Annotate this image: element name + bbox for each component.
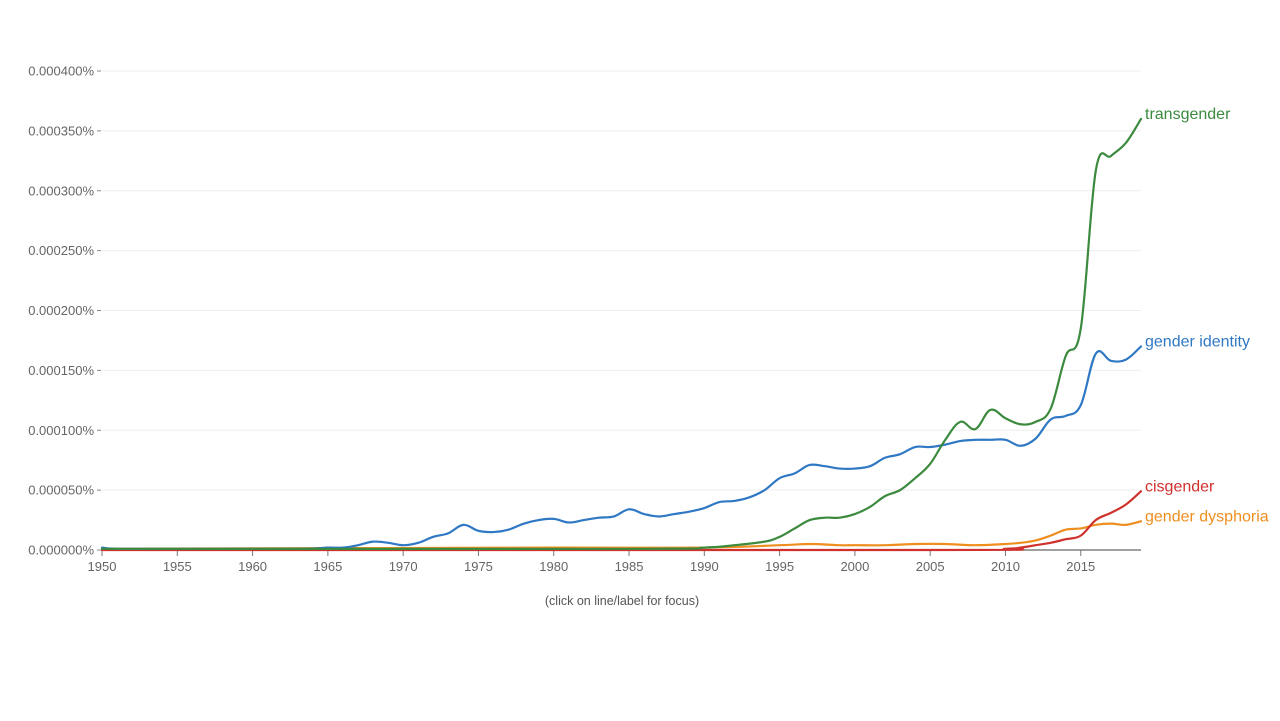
- series-line-gender-dysphoria[interactable]: [100, 520, 1143, 550]
- x-tick-label: 1950: [88, 559, 117, 574]
- x-tick-label: 1965: [313, 559, 342, 574]
- y-tick-label: 0.000400%: [28, 64, 94, 79]
- y-tick-label: 0.000200%: [28, 303, 94, 318]
- series-label-transgender[interactable]: transgender: [1145, 106, 1231, 123]
- series-line-cisgender[interactable]: [100, 490, 1143, 552]
- series-labels[interactable]: transgender gender identity cisgender gende…: [1145, 106, 1269, 525]
- x-tick-label: 1980: [539, 559, 568, 574]
- y-tick-label: 0.000050%: [28, 483, 94, 498]
- axes: 0.000000% 0.000050% 0.000100% 0.000150% 0.00…: [28, 64, 1141, 574]
- series-line-transgender[interactable]: [100, 117, 1143, 550]
- x-tick-label: 1975: [464, 559, 493, 574]
- x-tick-label: 1985: [615, 559, 644, 574]
- x-tick-label: 1995: [765, 559, 794, 574]
- series-line-gender-identity[interactable]: [100, 345, 1143, 550]
- y-tick-label: 0.000000%: [28, 543, 94, 558]
- focus-hint: (click on line/label for focus): [544, 594, 700, 608]
- x-tick-label: 2000: [840, 559, 869, 574]
- y-tick-label: 0.000350%: [28, 123, 94, 138]
- x-tick-label: 1960: [238, 559, 267, 574]
- x-tick-label: 2015: [1066, 559, 1095, 574]
- x-tick-label: 1955: [163, 559, 192, 574]
- y-tick-label: 0.000250%: [28, 243, 94, 258]
- series-label-cisgender[interactable]: cisgender: [1145, 478, 1215, 495]
- x-tick-label: 2010: [991, 559, 1020, 574]
- y-tick-label: 0.000100%: [28, 423, 94, 438]
- series-lines[interactable]: [100, 117, 1143, 552]
- x-tick-label: 1990: [690, 559, 719, 574]
- x-tick-label: 2005: [916, 559, 945, 574]
- series-label-gender-dysphoria[interactable]: gender dysphoria: [1145, 508, 1269, 525]
- x-tick-label: 1970: [389, 559, 418, 574]
- y-tick-label: 0.000300%: [28, 183, 94, 198]
- series-label-gender-identity[interactable]: gender identity: [1145, 333, 1250, 350]
- y-tick-label: 0.000150%: [28, 363, 94, 378]
- gridlines: [102, 70, 1141, 491]
